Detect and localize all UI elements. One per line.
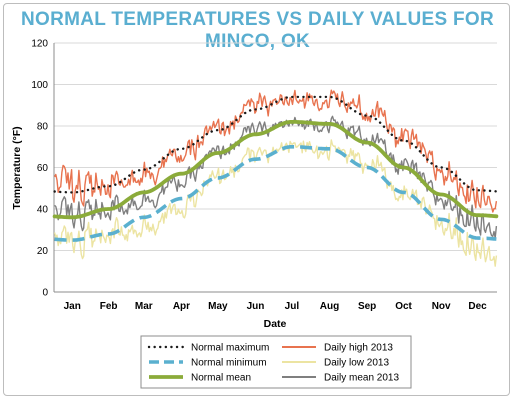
x-tick-label: Apr: [173, 301, 190, 312]
legend-label-normal-maximum: Normal maximum: [191, 343, 269, 354]
x-tick-label: Oct: [395, 301, 412, 312]
series-normal-maximum-line: [53, 95, 498, 194]
series-layer: [52, 89, 499, 267]
x-tick-label: Jul: [285, 301, 300, 312]
y-axis-title: Temperature (°F): [11, 126, 23, 209]
y-tick-label: 120: [31, 39, 48, 50]
x-axis-title: Date: [264, 318, 287, 330]
series-daily-high-2013-line: [53, 89, 498, 213]
y-tick-labels: 0 20 40 60 80 100 120: [31, 39, 48, 299]
legend: Normal maximum Daily high 2013 Normal mini…: [140, 335, 412, 389]
x-tick-label: Sep: [358, 301, 376, 312]
gridlines: [54, 42, 497, 251]
y-tick-label: 20: [37, 246, 49, 257]
series-normal-mean-line: [52, 120, 499, 220]
x-tick-labels: Jan Feb Mar Apr May Jun Jul Aug Sep Oct Nov Dec: [64, 301, 488, 312]
legend-label-daily-low-2013: Daily low 2013: [324, 358, 389, 369]
series-daily-mean-2013-line: [54, 115, 498, 239]
chart-title: NORMAL TEMPERATURES VS DAILY VALUES FOR …: [20, 9, 495, 52]
y-tick-label: 80: [37, 122, 49, 133]
y-tick-label: 60: [37, 163, 49, 174]
x-tick-label: Feb: [100, 301, 118, 312]
series-normal-minimum-line: [54, 145, 497, 242]
legend-label-daily-high-2013: Daily high 2013: [324, 343, 393, 354]
x-tick-label: Nov: [432, 301, 451, 312]
x-tick-label: Jun: [247, 301, 265, 312]
legend-label-normal-minimum: Normal minimum: [191, 358, 267, 369]
y-tick-label: 100: [31, 80, 48, 91]
x-tick-label: Jan: [64, 301, 81, 312]
x-tick-label: Dec: [468, 301, 487, 312]
legend-box: [140, 335, 412, 389]
y-tick-label: 0: [42, 288, 48, 299]
y-tick-label: 40: [37, 205, 49, 216]
chart-frame: [3, 3, 510, 396]
x-tick-label: Mar: [135, 301, 153, 312]
x-tick-label: Aug: [320, 301, 339, 312]
x-tick-label: May: [208, 301, 228, 312]
legend-label-daily-mean-2013: Daily mean 2013: [324, 373, 399, 384]
legend-label-normal-mean: Normal mean: [191, 373, 251, 384]
